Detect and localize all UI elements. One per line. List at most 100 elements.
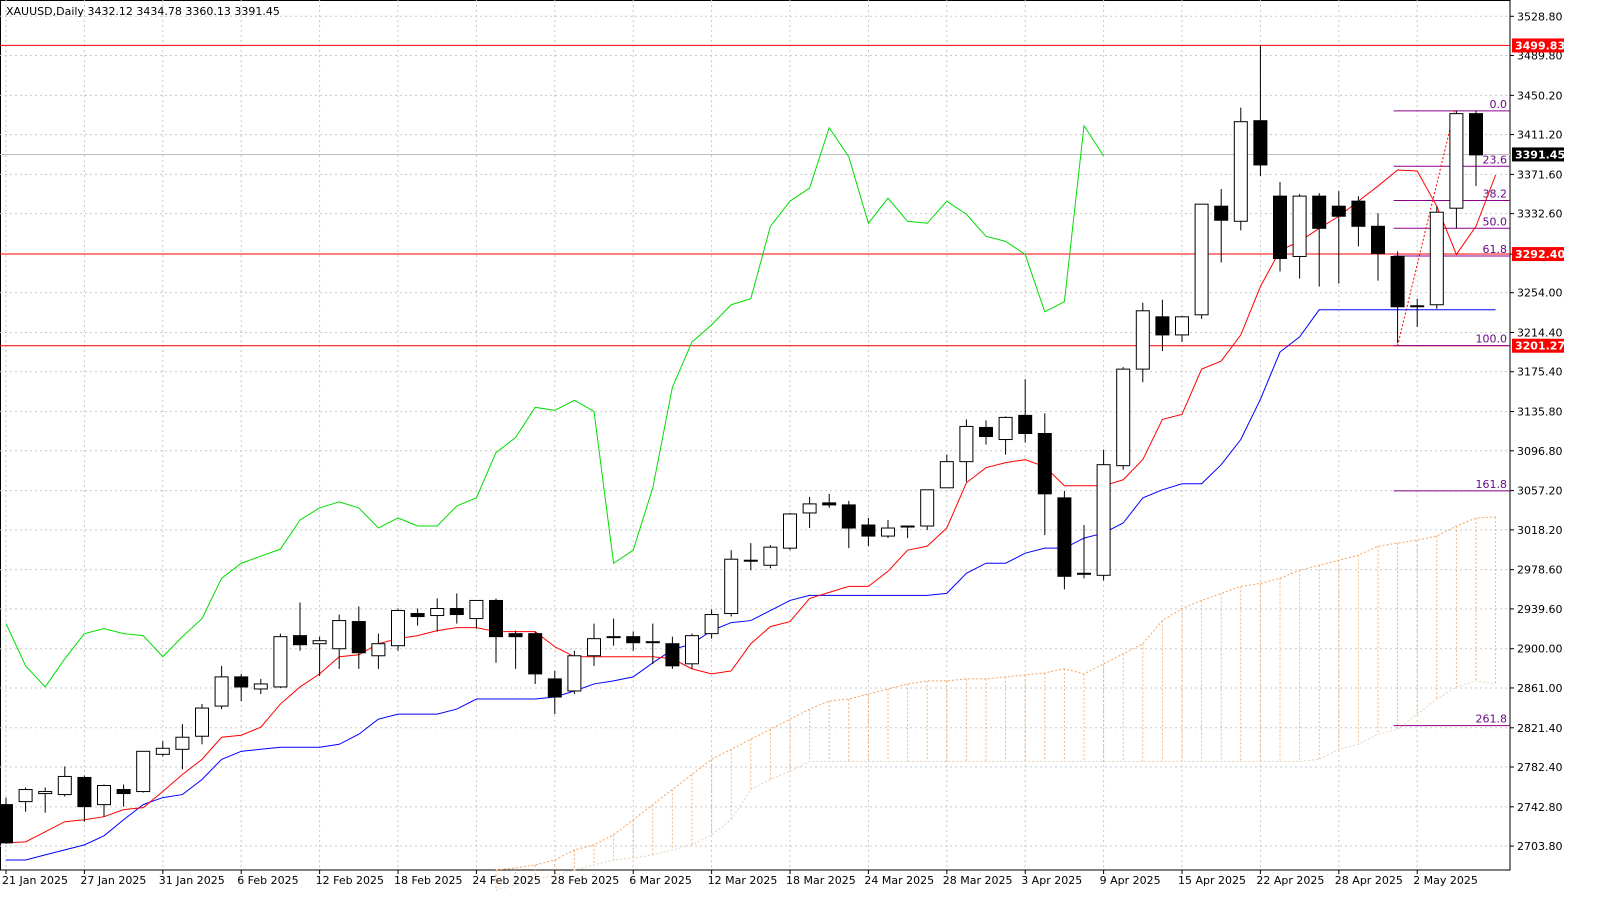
level-price-tag [1512,338,1564,353]
x-tick-label: 21 Jan 2025 [2,874,68,887]
fib-trend-line [1397,110,1455,346]
candle-bullish [175,736,190,750]
y-tick-label: 2939.60 [1517,603,1563,616]
y-tick-label: 2703.80 [1517,840,1563,853]
fib-level-label: 23.6 [1483,153,1508,166]
candle-bearish [1351,200,1366,227]
x-tick-label: 9 Apr 2025 [1100,874,1161,887]
y-tick-label: 3332.60 [1517,208,1563,221]
candle-bearish [1018,414,1033,434]
candle-bullish [567,655,582,692]
x-tick-label: 28 Mar 2025 [943,874,1013,887]
candle-bullish [273,636,288,688]
level-price-tag-label: 3499.83 [1515,39,1565,52]
fib-level-label: 261.8 [1476,713,1508,726]
candle-bullish [645,641,660,644]
candle-bullish [724,558,739,615]
candle-bullish [1194,203,1209,316]
candle-bearish [351,621,366,654]
candle-bullish [685,635,699,665]
candle-bullish [195,707,209,737]
y-tick-label: 2821.40 [1517,722,1563,735]
x-tick-label: 6 Mar 2025 [629,874,692,887]
fib-level-label: 61.8 [1483,243,1508,256]
x-tick-label: 27 Jan 2025 [80,874,146,887]
candle-bullish [1116,368,1131,467]
x-tick-label: 31 Jan 2025 [159,874,225,887]
candle-bearish [1312,195,1327,229]
candle-bearish [234,676,249,688]
level-price-tag-label: 3201.27 [1515,340,1565,353]
horizontal-levels [0,44,1510,347]
candle-bullish [763,546,778,566]
y-tick-label: 3175.40 [1517,366,1563,379]
candle-bullish [998,416,1013,441]
y-tick-label: 3411.20 [1517,129,1563,142]
candle-bearish [1273,195,1287,259]
candle-bearish [1155,316,1170,336]
candle-bullish [57,775,72,796]
current-price-tag [1512,147,1564,162]
chikou-span-line [5,124,1105,688]
price-axis: 3528.80 3489.80 3450.20 3411.20 3371.60 3332.… [1510,10,1565,853]
level-price-tag [1512,38,1564,53]
candle-bullish [1449,113,1464,209]
candle-bullish [214,676,229,707]
candle-bullish [38,791,53,795]
plot-frame [0,0,1511,871]
candle-bullish [253,683,268,690]
chart-grid [0,0,1511,871]
current-price-tag-label: 3391.45 [1515,148,1565,161]
candle-bullish [332,620,347,650]
level-price-tag [1512,247,1564,262]
candlesticks [0,45,1483,844]
y-tick-label: 3528.80 [1517,10,1563,23]
y-tick-label: 3254.00 [1517,287,1563,300]
candle-bearish [1253,120,1268,166]
x-tick-label: 22 Apr 2025 [1256,874,1324,887]
candle-bearish [841,504,856,529]
x-tick-label: 28 Apr 2025 [1335,874,1403,887]
candle-bearish [449,607,464,616]
candle-bullish [1429,211,1444,306]
candle-bullish [1410,305,1425,308]
y-tick-label: 3057.20 [1517,485,1563,498]
candle-bullish [1233,121,1248,222]
candle-bullish [1135,310,1150,370]
candle-bearish [1390,255,1405,308]
candle-bullish [469,599,484,620]
candle-bearish [1331,205,1346,217]
y-tick-label: 3371.60 [1517,168,1563,181]
candle-bullish [587,638,601,657]
candle-bearish [489,599,503,638]
x-tick-label: 24 Feb 2025 [472,874,540,887]
candle-bearish [1037,432,1052,495]
candle-bearish [665,643,680,667]
candle-bullish [136,750,151,793]
candle-bearish [410,613,425,618]
candle-bullish [430,607,445,617]
candle-bearish [528,633,543,675]
candle-bearish [822,502,837,506]
candle-bullish [1292,195,1307,257]
y-tick-label: 3096.80 [1517,445,1563,458]
candle-bearish [0,804,13,844]
y-tick-label: 3450.20 [1517,89,1563,102]
candle-bullish [606,636,621,639]
x-tick-label: 6 Feb 2025 [237,874,298,887]
candle-bullish [97,785,111,806]
candle-bullish [371,643,386,657]
candle-bullish [1175,316,1189,336]
tenkan-sen-line [5,169,1497,844]
candle-bullish [391,610,405,647]
y-tick-label: 2742.80 [1517,801,1563,814]
y-tick-label: 3214.40 [1517,327,1563,340]
candle-bearish [1057,497,1072,577]
candle-bullish [900,525,915,528]
y-tick-label: 3489.80 [1517,50,1563,63]
x-tick-label: 28 Feb 2025 [551,874,619,887]
candle-bearish [1371,225,1385,254]
candle-bullish [743,559,758,562]
senkou-span-a [495,516,1496,871]
